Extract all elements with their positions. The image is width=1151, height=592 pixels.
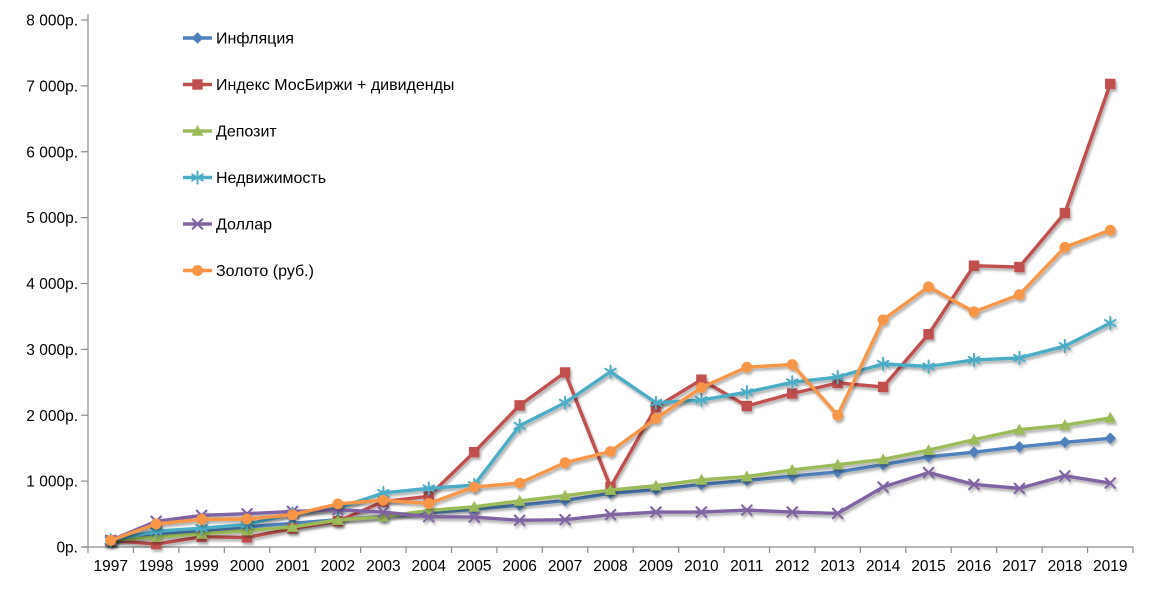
x-tick-label: 2010 — [684, 558, 719, 575]
x-tick-label: 2014 — [866, 558, 901, 575]
y-tick-label: 1 000р. — [26, 474, 78, 491]
x-tick-label: 2017 — [1002, 558, 1036, 575]
x-tick-label: 2015 — [911, 558, 945, 575]
y-tick-label: 4 000р. — [26, 276, 78, 293]
series-gold-rub — [105, 224, 1116, 546]
x-tick-label: 2013 — [820, 558, 854, 575]
y-tick-label: 0р. — [56, 540, 78, 557]
x-tick-label: 2002 — [321, 558, 355, 575]
x-axis-labels: 1997 1998 1999 2000 2001 2002 2003 2004 2005 2006… — [93, 558, 1127, 575]
legend-item-inflation: Инфляция — [183, 31, 294, 48]
x-tick-label: 2009 — [639, 558, 673, 575]
legend: Инфляция Индекс МосБиржи + дивиденды Депоз… — [183, 31, 454, 280]
y-tick-label: 3 000р. — [26, 342, 78, 359]
x-tick-label: 2001 — [275, 558, 309, 575]
y-tick-label: 5 000р. — [26, 210, 78, 227]
x-tick-label: 2004 — [412, 558, 447, 575]
legend-item-dollar: Доллар — [183, 217, 272, 234]
x-tick-label: 2007 — [548, 558, 582, 575]
legend-item-real-estate: Недвижимость — [183, 170, 326, 187]
x-tick-label: 1997 — [93, 558, 127, 575]
legend-label-gold-rub: Золото (руб.) — [216, 263, 314, 280]
legend-item-gold-rub: Золото (руб.) — [183, 263, 314, 280]
x-tick-label: 2011 — [730, 558, 763, 575]
legend-label-deposit: Депозит — [216, 124, 277, 141]
x-tick-label: 2016 — [957, 558, 991, 575]
y-tick-label: 8 000р. — [26, 13, 78, 30]
x-tick-label: 2019 — [1093, 558, 1127, 575]
y-tick-label: 7 000р. — [26, 78, 78, 95]
x-tick-label: 2003 — [366, 558, 400, 575]
legend-label-real-estate: Недвижимость — [216, 170, 326, 187]
series-markers-gold-rub — [105, 224, 1116, 546]
legend-item-deposit: Депозит — [183, 124, 277, 141]
y-tick-label: 2 000р. — [26, 408, 78, 425]
legend-label-dollar: Доллар — [216, 217, 272, 234]
y-axis-labels: 0р. 1 000р. 2 000р. 3 000р. 4 000р. 5 000р. 6 … — [26, 13, 78, 557]
legend-label-inflation: Инфляция — [216, 31, 294, 48]
x-tick-label: 1998 — [139, 558, 173, 575]
legend-label-moex-index-dividends: Индекс МосБиржи + дивиденды — [216, 77, 454, 94]
x-tick-label: 2000 — [230, 558, 265, 575]
legend-item-moex-index-dividends: Индекс МосБиржи + дивиденды — [183, 77, 454, 94]
x-tick-label: 2008 — [593, 558, 627, 575]
x-tick-label: 2006 — [502, 558, 536, 575]
axes — [81, 14, 1134, 553]
x-tick-label: 2018 — [1048, 558, 1082, 575]
x-tick-label: 2005 — [457, 558, 491, 575]
y-tick-label: 6 000р. — [26, 144, 78, 161]
x-tick-label: 2012 — [775, 558, 809, 575]
x-tick-label: 1999 — [184, 558, 218, 575]
